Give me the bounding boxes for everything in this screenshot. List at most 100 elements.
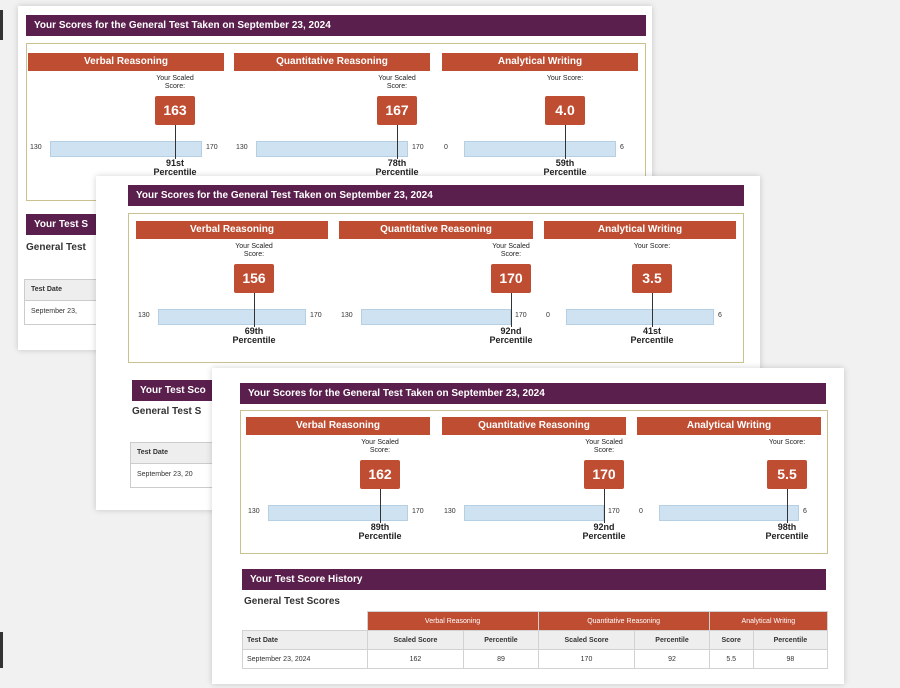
report-title-banner: Your Scores for the General Test Taken o… xyxy=(26,15,646,36)
scaled-score-badge: 5.5 xyxy=(767,460,807,489)
score-pointer xyxy=(652,293,653,327)
scaled-score-badge: 3.5 xyxy=(632,264,672,293)
section-title: Quantitative Reasoning xyxy=(234,53,430,71)
score-label: Your Score: xyxy=(763,439,811,447)
history-subtitle: General Test S xyxy=(132,406,201,417)
group-verbal-reasoning: Verbal Reasoning xyxy=(367,612,538,631)
section-title: Analytical Writing xyxy=(637,417,821,435)
section-analytical-writing: Analytical Writing Your Score: 3.5 0 6 41st P… xyxy=(544,221,736,356)
cell-writing-score: 5.5 xyxy=(709,650,753,669)
history-title-banner: Your Test Score History xyxy=(242,569,826,590)
scaled-score-badge: 162 xyxy=(360,460,400,489)
section-quantitative-reasoning: Quantitative Reasoning Your Scaled Score… xyxy=(234,53,430,188)
score-pointer xyxy=(604,489,605,523)
score-label: Your Scaled Score: xyxy=(373,75,421,91)
range-max-label: 6 xyxy=(620,144,624,151)
score-pointer xyxy=(175,125,176,159)
date-cell: September 23, 20 xyxy=(131,464,215,486)
column-header-test-date: Test Date xyxy=(243,631,368,650)
score-range-bar xyxy=(268,505,408,521)
section-quantitative-reasoning: Quantitative Reasoning Your Scaled Score… xyxy=(339,221,533,356)
column-header-quant-percentile: Percentile xyxy=(635,631,709,650)
score-label: Your Scaled Score: xyxy=(580,439,628,455)
percentile-label: Percentile xyxy=(569,532,639,545)
score-label: Your Scaled Score: xyxy=(487,243,535,259)
section-title: Analytical Writing xyxy=(544,221,736,239)
report-title-banner: Your Scores for the General Test Taken o… xyxy=(128,185,744,206)
history-title-banner: Your Test Sco xyxy=(132,380,212,401)
scaled-score-badge: 156 xyxy=(234,264,274,293)
cell-test-date: September 23, 2024 xyxy=(243,650,368,669)
range-min-label: 130 xyxy=(248,508,260,515)
section-verbal-reasoning: Verbal Reasoning Your Scaled Score: 162 13… xyxy=(246,417,430,545)
cell-verbal-percentile: 89 xyxy=(464,650,538,669)
score-range-bar xyxy=(256,141,408,157)
history-subtitle: General Test Scores xyxy=(244,596,340,607)
range-min-label: 130 xyxy=(236,144,248,151)
range-min-label: 130 xyxy=(444,508,456,515)
range-max-label: 170 xyxy=(412,144,424,151)
cell-writing-percentile: 98 xyxy=(753,650,827,669)
report-title-banner: Your Scores for the General Test Taken o… xyxy=(240,383,826,404)
percentile-value: 41st xyxy=(617,327,687,336)
score-range-bar xyxy=(464,505,604,521)
percentile-value: 89th xyxy=(345,523,415,532)
column-header-writing-percentile: Percentile xyxy=(753,631,827,650)
scaled-score-badge: 170 xyxy=(584,460,624,489)
range-min-label: 130 xyxy=(138,312,150,319)
percentile-value: 91st xyxy=(140,159,210,168)
left-edge-mark xyxy=(0,10,3,40)
percentile-label: Percentile xyxy=(617,336,687,356)
score-pointer xyxy=(254,293,255,327)
range-max-label: 6 xyxy=(803,508,807,515)
score-range-bar xyxy=(158,309,306,325)
section-title: Analytical Writing xyxy=(442,53,638,71)
percentile-label: Percentile xyxy=(219,336,289,356)
percentile-value: 92nd xyxy=(476,327,546,336)
scaled-score-badge: 4.0 xyxy=(545,96,585,125)
range-max-label: 170 xyxy=(412,508,424,515)
section-title: Verbal Reasoning xyxy=(28,53,224,71)
scaled-score-badge: 163 xyxy=(155,96,195,125)
range-max-label: 6 xyxy=(718,312,722,319)
score-range-bar xyxy=(50,141,202,157)
group-quantitative-reasoning: Quantitative Reasoning xyxy=(538,612,709,631)
score-pointer xyxy=(511,293,512,327)
range-min-label: 0 xyxy=(546,312,550,319)
table-row: September 23, 2024 162 89 170 92 5.5 98 xyxy=(243,650,828,669)
range-min-label: 130 xyxy=(30,144,42,151)
left-edge-mark xyxy=(0,632,3,668)
score-range-bar xyxy=(566,309,714,325)
percentile-value: 78th xyxy=(362,159,432,168)
score-label: Your Scaled Score: xyxy=(151,75,199,91)
score-pointer xyxy=(565,125,566,159)
scaled-score-badge: 167 xyxy=(377,96,417,125)
score-pointer xyxy=(380,489,381,523)
range-min-label: 0 xyxy=(639,508,643,515)
cell-quant-scaled-score: 170 xyxy=(538,650,635,669)
section-title: Verbal Reasoning xyxy=(136,221,328,239)
score-history-table: Verbal Reasoning Quantitative Reasoning … xyxy=(242,611,828,669)
score-label: Your Score: xyxy=(541,75,589,83)
cell-quant-percentile: 92 xyxy=(635,650,709,669)
column-header-writing-score: Score xyxy=(709,631,753,650)
percentile-label: Percentile xyxy=(476,336,546,356)
percentile-value: 59th xyxy=(530,159,600,168)
range-min-label: 0 xyxy=(444,144,448,151)
section-verbal-reasoning: Verbal Reasoning Your Scaled Score: 156 13… xyxy=(136,221,328,356)
history-subtitle: General Test xyxy=(26,242,86,253)
percentile-value: 69th xyxy=(219,327,289,336)
percentile-label: Percentile xyxy=(752,532,822,545)
range-min-label: 130 xyxy=(341,312,353,319)
section-quantitative-reasoning: Quantitative Reasoning Your Scaled Score… xyxy=(442,417,626,545)
group-analytical-writing: Analytical Writing xyxy=(709,612,827,631)
score-pointer xyxy=(787,489,788,523)
range-max-label: 170 xyxy=(310,312,322,319)
percentile-label: Percentile xyxy=(345,532,415,545)
history-table-fragment: Test Date September 23, 20 xyxy=(130,442,216,488)
section-analytical-writing: Analytical Writing Your Score: 5.5 0 6 98th P… xyxy=(637,417,821,545)
score-label: Your Scaled Score: xyxy=(230,243,278,259)
section-title: Quantitative Reasoning xyxy=(442,417,626,435)
score-range-bar xyxy=(361,309,511,325)
score-report-3: Your Scores for the General Test Taken o… xyxy=(212,368,844,684)
